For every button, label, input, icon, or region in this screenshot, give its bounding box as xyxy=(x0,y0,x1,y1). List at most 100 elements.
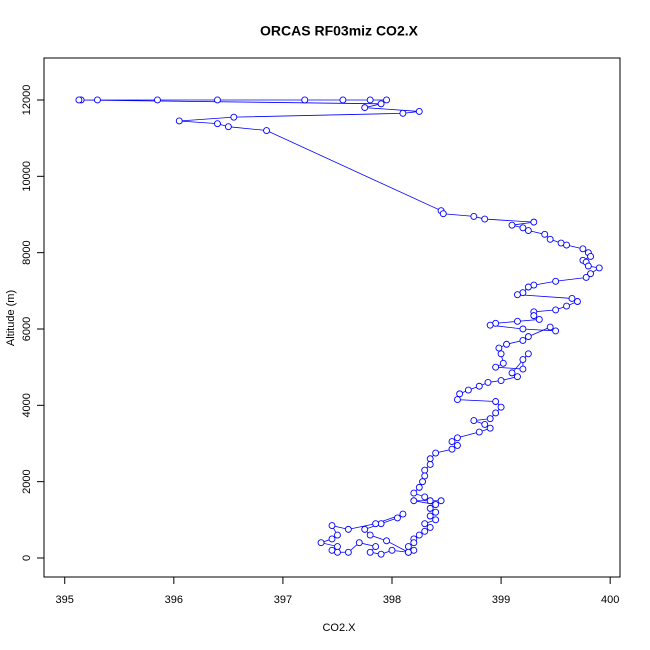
data-point xyxy=(587,253,594,260)
data-point xyxy=(464,386,472,394)
data-point xyxy=(524,283,532,291)
data-point xyxy=(372,520,380,528)
data-point xyxy=(230,113,238,121)
data-point xyxy=(344,548,352,556)
y-tick-label: 12000 xyxy=(21,85,33,116)
x-tick-label: 400 xyxy=(601,594,619,606)
data-point xyxy=(175,117,183,125)
data-point xyxy=(481,215,489,223)
data-point xyxy=(432,449,440,457)
data-point xyxy=(568,295,576,302)
data-point xyxy=(524,350,532,358)
data-point xyxy=(448,445,456,453)
data-point xyxy=(484,378,492,386)
data-point xyxy=(377,100,385,108)
data-point xyxy=(492,409,500,417)
data-point xyxy=(454,396,461,404)
data-point xyxy=(426,512,434,520)
data-point xyxy=(394,514,401,522)
y-tick-label: 8000 xyxy=(21,240,33,264)
data-point xyxy=(497,377,505,384)
data-point xyxy=(514,317,521,325)
data-point xyxy=(503,340,510,348)
data-point xyxy=(437,497,445,505)
data-point xyxy=(582,274,590,281)
data-point xyxy=(497,350,505,358)
data-point xyxy=(399,109,407,117)
data-point xyxy=(481,420,489,428)
x-tick-label: 398 xyxy=(383,594,401,606)
data-point xyxy=(301,96,309,104)
data-point xyxy=(470,212,478,220)
data-point xyxy=(410,489,418,497)
data-point xyxy=(334,543,341,550)
data-point xyxy=(546,235,554,243)
data-point xyxy=(519,356,527,363)
data-point xyxy=(475,382,483,390)
data-point xyxy=(595,264,603,272)
data-point xyxy=(514,373,521,381)
data-point xyxy=(552,327,560,335)
data-point xyxy=(426,455,434,463)
data-point xyxy=(454,434,461,442)
data-point xyxy=(224,123,232,131)
data-point xyxy=(584,262,592,270)
data-point xyxy=(421,493,429,501)
data-point xyxy=(519,224,527,232)
data-point xyxy=(514,291,521,299)
data-point xyxy=(530,312,538,320)
data-point xyxy=(366,531,374,539)
data-point xyxy=(475,428,483,436)
data-point xyxy=(454,441,461,449)
data-point xyxy=(508,221,516,229)
data-point xyxy=(328,535,336,543)
data-point xyxy=(499,359,507,367)
data-point xyxy=(355,539,363,547)
data-point xyxy=(456,390,464,398)
data-point xyxy=(530,218,538,226)
data-point xyxy=(214,96,221,104)
data-point xyxy=(552,306,560,314)
data-point xyxy=(94,96,101,104)
data-point xyxy=(421,466,429,474)
y-axis-label: Altitude (m) xyxy=(5,290,17,346)
data-point xyxy=(432,501,440,509)
data-point xyxy=(432,508,440,516)
data-point xyxy=(524,333,532,341)
data-point xyxy=(508,369,516,377)
data-point xyxy=(328,522,336,530)
data-point xyxy=(388,546,396,554)
data-point xyxy=(366,548,374,556)
data-point xyxy=(415,107,423,115)
data-point xyxy=(486,321,494,329)
chart-title: ORCAS RF03miz CO2.X xyxy=(260,23,419,39)
data-point xyxy=(563,241,570,249)
data-point xyxy=(366,96,374,104)
data-point xyxy=(552,277,560,285)
data-point xyxy=(154,96,161,104)
data-point xyxy=(383,537,390,545)
data-point xyxy=(492,398,500,405)
data-point xyxy=(546,323,554,331)
data-point xyxy=(448,438,456,446)
data-point xyxy=(492,363,500,371)
x-tick-label: 399 xyxy=(492,594,510,606)
data-point xyxy=(574,298,581,305)
x-tick-label: 396 xyxy=(165,594,183,606)
data-point xyxy=(404,548,412,556)
data-point xyxy=(426,524,434,531)
data-point xyxy=(410,539,418,547)
data-point xyxy=(519,365,527,373)
data-point xyxy=(344,525,352,533)
data-point xyxy=(421,472,429,480)
data-point xyxy=(486,424,494,432)
data-point xyxy=(439,210,447,218)
data-point xyxy=(339,96,347,104)
data-point xyxy=(334,531,341,539)
data-point xyxy=(535,315,543,323)
data-point xyxy=(519,336,527,344)
data-point xyxy=(421,520,429,528)
data-point xyxy=(426,504,434,512)
data-point xyxy=(214,120,221,128)
